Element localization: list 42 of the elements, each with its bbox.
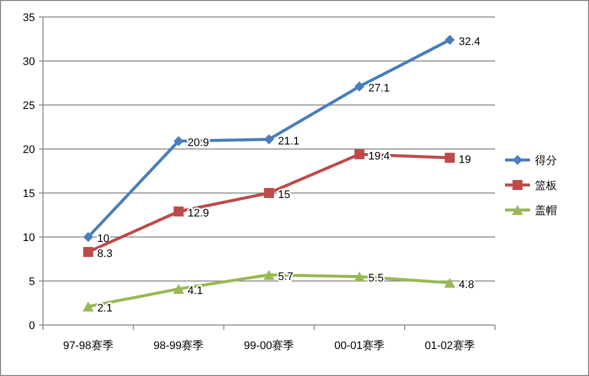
point bbox=[444, 34, 455, 45]
point bbox=[174, 206, 184, 216]
x-tick-label: 98-99赛季 bbox=[154, 339, 204, 352]
point bbox=[444, 152, 455, 163]
y-tick-label: 20 bbox=[22, 144, 35, 156]
legend-label: 盖帽 bbox=[535, 204, 557, 217]
point bbox=[264, 188, 274, 198]
point bbox=[354, 82, 364, 92]
legend-label: 篮板 bbox=[535, 180, 557, 192]
point bbox=[173, 284, 184, 294]
point bbox=[83, 246, 94, 257]
y-tick-label: 10 bbox=[22, 232, 35, 244]
x-tick-label: 99-00赛季 bbox=[244, 339, 294, 352]
point bbox=[264, 134, 274, 144]
point bbox=[174, 136, 184, 146]
data-label: 15 bbox=[278, 189, 290, 201]
legend-label: 得分 bbox=[535, 155, 557, 167]
data-label: 8.3 bbox=[97, 248, 112, 260]
data-label: 32.4 bbox=[458, 36, 480, 48]
data-label: 10 bbox=[97, 233, 110, 245]
data-label: 4.1 bbox=[188, 284, 203, 297]
y-tick-label: 15 bbox=[22, 188, 35, 200]
y-tick-label: 35 bbox=[22, 12, 35, 24]
data-label: 2.1 bbox=[97, 302, 112, 315]
x-tick-label: 00-01赛季 bbox=[334, 339, 384, 352]
y-tick-label: 30 bbox=[22, 56, 35, 68]
data-label: 27.1 bbox=[368, 82, 390, 95]
y-tick-label: 5 bbox=[28, 276, 35, 288]
point bbox=[82, 302, 94, 312]
y-tick-label: 25 bbox=[22, 100, 35, 112]
point bbox=[354, 272, 365, 282]
data-label: 12.9 bbox=[188, 207, 210, 220]
point bbox=[264, 270, 274, 280]
data-label: 4.8 bbox=[458, 278, 474, 291]
x-tick-label: 01-02赛季 bbox=[424, 339, 475, 352]
point bbox=[354, 149, 364, 160]
data-label: 21.1 bbox=[278, 135, 300, 148]
x-tick-label: 97-98赛季 bbox=[63, 339, 114, 352]
point bbox=[83, 232, 94, 242]
point bbox=[444, 278, 456, 288]
data-label: 19 bbox=[458, 154, 472, 166]
y-tick-label: 0 bbox=[28, 320, 35, 332]
